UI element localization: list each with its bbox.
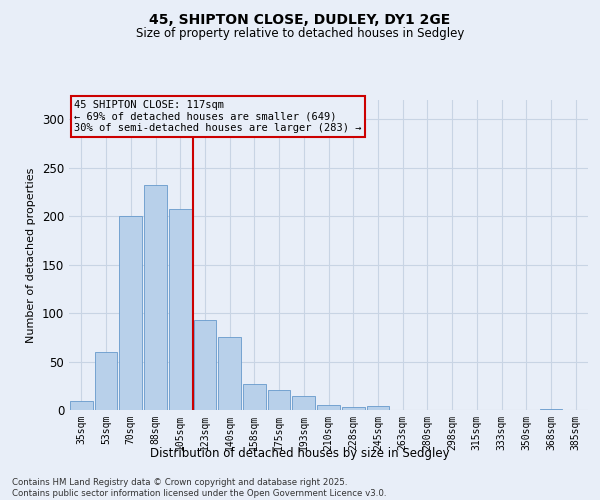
Bar — [169, 208, 191, 410]
Bar — [70, 402, 93, 410]
Y-axis label: Number of detached properties: Number of detached properties — [26, 168, 37, 342]
Bar — [218, 338, 241, 410]
Text: Size of property relative to detached houses in Sedgley: Size of property relative to detached ho… — [136, 28, 464, 40]
Bar — [367, 406, 389, 410]
Bar — [539, 409, 562, 410]
Text: Distribution of detached houses by size in Sedgley: Distribution of detached houses by size … — [150, 448, 450, 460]
Bar — [243, 384, 266, 410]
Text: Contains HM Land Registry data © Crown copyright and database right 2025.
Contai: Contains HM Land Registry data © Crown c… — [12, 478, 386, 498]
Bar — [317, 405, 340, 410]
Bar — [95, 352, 118, 410]
Text: 45 SHIPTON CLOSE: 117sqm
← 69% of detached houses are smaller (649)
30% of semi-: 45 SHIPTON CLOSE: 117sqm ← 69% of detach… — [74, 100, 362, 133]
Bar — [342, 407, 365, 410]
Bar — [292, 396, 315, 410]
Bar — [268, 390, 290, 410]
Bar — [194, 320, 216, 410]
Bar — [144, 185, 167, 410]
Text: 45, SHIPTON CLOSE, DUDLEY, DY1 2GE: 45, SHIPTON CLOSE, DUDLEY, DY1 2GE — [149, 12, 451, 26]
Bar — [119, 216, 142, 410]
